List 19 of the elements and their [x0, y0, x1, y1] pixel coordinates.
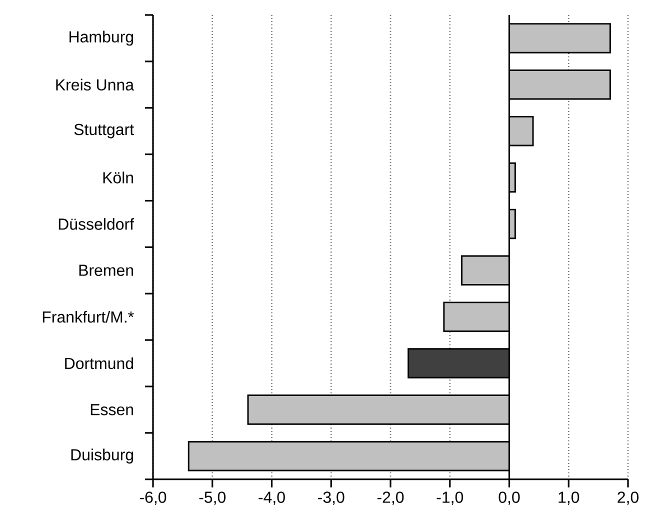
y-tick-label: Bremen — [79, 264, 134, 276]
x-tick-label: -4,0 — [258, 492, 285, 505]
y-tick-label: Essen — [90, 404, 134, 416]
x-tick-label: -5,0 — [199, 492, 226, 505]
x-tick-label: 2,0 — [618, 492, 639, 505]
y-tick-label: Dortmund — [65, 357, 134, 370]
x-tick-label: -3,0 — [318, 492, 344, 505]
y-tick-label: Köln — [103, 172, 134, 184]
y-tick-label: Kreis Unna — [56, 78, 134, 91]
y-tick-label: Hamburg — [70, 30, 134, 46]
x-tick-label: -1,0 — [436, 492, 464, 505]
x-tick-label: -2,0 — [377, 492, 404, 505]
x-tick-label: 1,0 — [558, 492, 580, 505]
x-tick-label: 0,0 — [498, 492, 520, 505]
y-tick-label: Düsseldorf — [58, 218, 134, 230]
y-tick-label: Duisburg — [71, 448, 134, 464]
y-tick-label: Stuttgart — [74, 124, 134, 138]
y-tick-label: Frankfurt/M.* — [42, 310, 134, 323]
x-tick-label: -6,0 — [140, 492, 166, 505]
